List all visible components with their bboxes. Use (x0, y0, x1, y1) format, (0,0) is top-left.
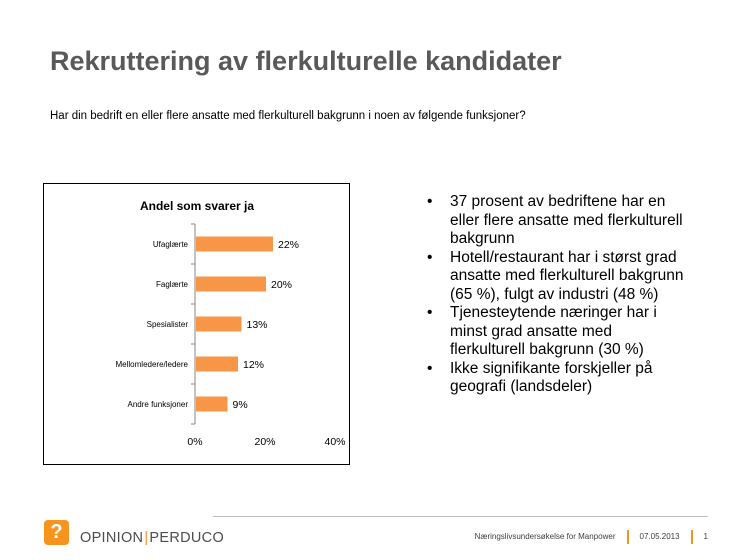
footer-separator (626, 530, 629, 544)
category-label: Faglærte (156, 280, 189, 289)
bullet-text: 37 prosent av bedriftene har en eller fl… (450, 193, 683, 247)
data-label: 22% (278, 239, 299, 251)
page-number: 1 (703, 532, 708, 542)
bar (196, 356, 238, 372)
category-label: Ufaglærte (153, 240, 189, 249)
logo-text-right: PERDUCO (149, 530, 225, 546)
bullet-item: • Ikke signifikante forskjeller på geogra… (425, 360, 685, 397)
footer-date: 07.05.2013 (639, 532, 680, 542)
x-tick-label: 0% (187, 436, 202, 448)
opinion-perduco-logo-icon: ? (44, 520, 69, 545)
bullet-item: • Tjenesteytende næringer har i minst gra… (425, 304, 685, 360)
bar-chart-svg: Andel som svarer ja 0% 20% 40% Ufaglærte 22% F… (116, 199, 346, 448)
data-label: 20% (271, 279, 292, 291)
category-label: Mellomledere/ledere (116, 360, 189, 369)
survey-question: Har din bedrift en eller flere ansatte m… (50, 110, 526, 122)
category-label: Andre funksjoner (128, 400, 189, 409)
data-label: 9% (233, 399, 248, 411)
chart-title: Andel som svarer ja (140, 199, 254, 213)
logo-separator: | (144, 530, 149, 546)
bar (196, 276, 266, 292)
footer-info: Næringslivsundersøkelse for Manpower 07.0… (475, 530, 708, 544)
bullet-item: • 37 prosent av bedriftene har en eller f… (425, 193, 685, 249)
bullet-text: Tjenesteytende næringer har i minst grad… (450, 304, 657, 358)
company-logo: ? OPINION|PERDUCO (44, 520, 224, 550)
x-tick-label: 40% (324, 436, 345, 448)
bullet-dot: • (427, 248, 433, 266)
data-label: 13% (247, 319, 268, 331)
bar-chart: Andel som svarer ja 0% 20% 40% Ufaglærte 22% F… (43, 183, 350, 465)
logo-wordmark: OPINION|PERDUCO (80, 530, 224, 546)
data-label: 12% (243, 359, 264, 371)
bullet-dot: • (427, 193, 433, 210)
bar (196, 396, 228, 412)
bullet-dot: • (427, 304, 433, 321)
bar (196, 316, 242, 332)
bullet-item: • Hotell/restaurant har i størst grad ans… (425, 249, 685, 305)
category-label: Spesialister (147, 320, 189, 329)
bullet-text: Hotell/restaurant har i størst grad ansa… (450, 248, 684, 303)
x-tick-label: 20% (254, 436, 275, 448)
logo-text-left: OPINION (80, 530, 144, 546)
bar (196, 236, 273, 252)
footer-separator (690, 530, 693, 544)
footer-divider (213, 516, 708, 517)
bullet-text: Ikke signifikante forskjeller på geograf… (450, 359, 653, 396)
key-findings-list: • 37 prosent av bedriftene har en eller f… (425, 193, 685, 397)
bullet-dot: • (427, 359, 433, 377)
footer-source: Næringslivsundersøkelse for Manpower (474, 532, 616, 542)
slide-title: Rekruttering av flerkulturelle kandidate… (50, 46, 562, 76)
